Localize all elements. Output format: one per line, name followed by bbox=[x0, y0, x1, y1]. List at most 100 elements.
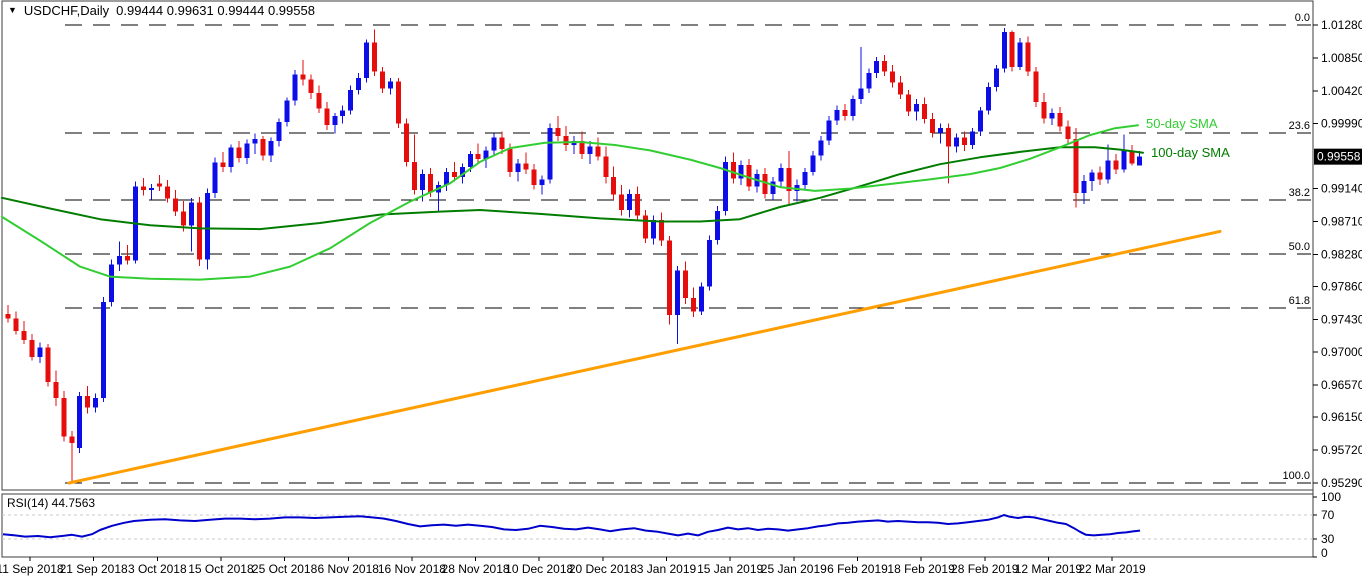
price-tick-label: 0.97000 bbox=[1321, 345, 1362, 359]
date-tick-label: 28 Feb 2019 bbox=[951, 562, 1019, 576]
price-tick-label: 0.99140 bbox=[1321, 182, 1362, 196]
trendline[interactable] bbox=[67, 229, 1222, 485]
candle bbox=[483, 146, 489, 168]
date-tick-label: 3 Oct 2018 bbox=[128, 562, 187, 576]
fib-label-38.2: 38.2 bbox=[1289, 187, 1310, 199]
candle bbox=[196, 197, 202, 266]
candle bbox=[667, 236, 673, 325]
candle bbox=[953, 133, 959, 153]
candle bbox=[324, 102, 330, 130]
rsi-indicator-label: RSI(14) 44.7563 bbox=[7, 496, 96, 510]
date-tick-label: 20 Dec 2018 bbox=[569, 562, 637, 576]
date-tick-label: 12 Mar 2019 bbox=[1015, 562, 1083, 576]
candle bbox=[937, 123, 943, 144]
price-tick-label: 1.00850 bbox=[1321, 51, 1362, 65]
price-tick-label: 0.99990 bbox=[1321, 117, 1362, 131]
price-tick-label: 0.98710 bbox=[1321, 215, 1362, 229]
candle bbox=[619, 184, 625, 216]
price-tick-label: 0.97860 bbox=[1321, 279, 1362, 293]
candle bbox=[794, 179, 800, 202]
candle bbox=[1089, 169, 1095, 191]
rsi-pane: 100 70 300 bbox=[2, 490, 1341, 560]
date-tick-label: 6 Feb 2019 bbox=[827, 562, 888, 576]
candle bbox=[29, 333, 35, 361]
candle bbox=[356, 73, 362, 95]
fib-label-50.0: 50.0 bbox=[1289, 241, 1310, 253]
candle bbox=[659, 212, 665, 246]
date-tick-label: 25 Oct 2018 bbox=[252, 562, 318, 576]
candle bbox=[188, 197, 194, 252]
candle bbox=[372, 29, 378, 77]
candle bbox=[746, 158, 752, 191]
candle bbox=[364, 39, 370, 83]
candle bbox=[1001, 28, 1007, 73]
candle bbox=[945, 123, 951, 184]
candle bbox=[722, 156, 728, 216]
fib-label-0.0: 0.0 bbox=[1295, 12, 1310, 24]
candle bbox=[898, 76, 904, 100]
candle bbox=[810, 151, 816, 176]
fib-label-100.0: 100.0 bbox=[1282, 470, 1310, 482]
date-tick-label: 21 Sep 2018 bbox=[60, 562, 128, 576]
candle bbox=[101, 297, 107, 402]
candle bbox=[156, 174, 162, 191]
candle bbox=[164, 180, 170, 203]
date-tick-label: 18 Feb 2019 bbox=[887, 562, 955, 576]
candle bbox=[842, 103, 848, 121]
candle bbox=[1025, 36, 1031, 77]
candle bbox=[531, 164, 537, 190]
candle bbox=[180, 200, 186, 232]
candle bbox=[778, 163, 784, 187]
date-tick-label: 25 Jan 2019 bbox=[761, 562, 827, 576]
candle bbox=[866, 68, 872, 94]
candle bbox=[858, 47, 864, 104]
candle bbox=[1081, 174, 1087, 204]
candle bbox=[1009, 30, 1015, 72]
candle bbox=[914, 99, 920, 121]
candle bbox=[969, 128, 975, 149]
candle bbox=[1121, 134, 1127, 173]
candles-layer bbox=[5, 28, 1143, 483]
rsi-line bbox=[2, 514, 1141, 539]
candle bbox=[140, 177, 146, 196]
candle bbox=[499, 131, 505, 155]
price-axis[interactable]: 1.01280 1.00850 1.00420 0.99990 0.99140 0.987… bbox=[1312, 1, 1362, 557]
price-tick-label: 0.96570 bbox=[1321, 378, 1362, 392]
candle bbox=[603, 146, 609, 184]
candle bbox=[523, 152, 529, 175]
rsi-pane-border bbox=[1, 493, 1314, 558]
candle bbox=[930, 112, 936, 138]
candle bbox=[571, 135, 577, 155]
candle bbox=[5, 304, 11, 323]
candle bbox=[922, 97, 928, 124]
candle bbox=[37, 342, 43, 363]
symbol-dropdown-icon[interactable]: ▼ bbox=[8, 5, 17, 15]
candle bbox=[563, 125, 569, 152]
candle bbox=[260, 135, 266, 161]
candle bbox=[475, 143, 481, 164]
candle bbox=[451, 161, 457, 182]
candle bbox=[340, 105, 346, 124]
candle bbox=[587, 141, 593, 165]
candle bbox=[698, 282, 704, 315]
current-price-badge bbox=[1314, 148, 1362, 165]
candle bbox=[985, 82, 991, 115]
candle bbox=[21, 320, 27, 344]
fib-retracement: 0.0 23.6 38.2 50.0 61.8 100.0 bbox=[65, 12, 1311, 484]
date-tick-label: 11 Sep 2018 bbox=[0, 562, 64, 576]
candle bbox=[404, 118, 409, 167]
candle bbox=[961, 131, 967, 152]
candle bbox=[977, 106, 983, 136]
candle bbox=[125, 245, 131, 265]
candle bbox=[890, 64, 896, 88]
candle bbox=[802, 167, 808, 190]
current-price-label: 0.99558 bbox=[1317, 150, 1361, 164]
sma50-line bbox=[1, 124, 1139, 281]
candle bbox=[284, 97, 290, 127]
candle bbox=[1041, 93, 1047, 124]
fib-label-23.6: 23.6 bbox=[1289, 120, 1310, 132]
candle bbox=[826, 115, 832, 146]
date-tick-label: 28 Nov 2018 bbox=[442, 562, 510, 576]
